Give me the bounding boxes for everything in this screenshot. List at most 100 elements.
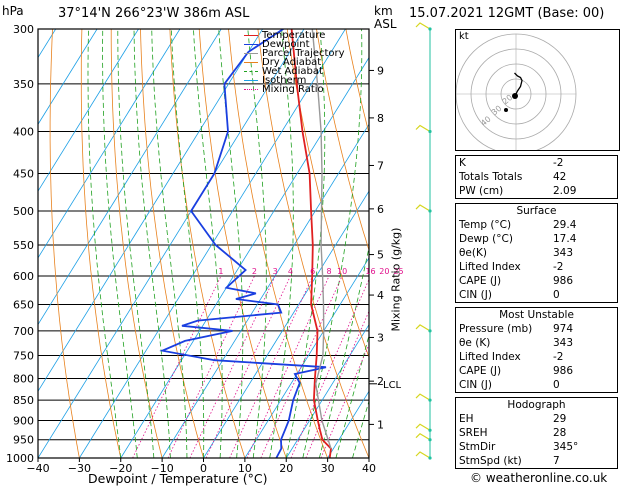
wind-barb-dot	[428, 428, 432, 432]
x-tick-label: −10	[151, 462, 174, 475]
legend-swatch	[244, 53, 258, 54]
index-row: θe(K) 343	[456, 246, 617, 260]
x-tick-label: −30	[68, 462, 91, 475]
index-value: 974	[553, 323, 574, 335]
index-label: Totals Totals	[459, 171, 523, 183]
index-row: StmSpd (kt) 7	[456, 454, 617, 468]
dry-adiabat-line	[257, 29, 369, 458]
wind-barb-dot	[428, 398, 432, 402]
x-tick-label: 20	[279, 462, 293, 475]
index-row: StmDir 345°	[456, 440, 617, 454]
index-row: Dewp (°C) 17.4	[456, 232, 617, 246]
wind-barb	[415, 423, 431, 431]
pressure-tick-label: 650	[13, 299, 34, 312]
index-value: 17.4	[553, 233, 577, 245]
legend-swatch	[244, 71, 258, 72]
km-tick-label: 7	[377, 159, 384, 172]
legend-item: Wet Adiabat	[244, 67, 345, 77]
pressure-tick-label: 800	[13, 372, 34, 385]
index-row: Lifted Index -2	[456, 350, 617, 364]
pressure-tick-label: 500	[13, 205, 34, 218]
dry-adiabat-line	[49, 29, 80, 458]
wind-barb	[415, 432, 431, 441]
index-value: 42	[553, 171, 567, 183]
pressure-tick-label: 450	[13, 167, 34, 180]
asl-axis-label: ASL	[374, 17, 397, 31]
wind-barb-dot	[428, 129, 432, 134]
isotherm-line	[244, 257, 369, 458]
dry-adiabat-line	[140, 29, 204, 458]
legend-label: Dewpoint	[262, 39, 310, 50]
mixing-ratio-line	[229, 275, 314, 458]
index-row: CIN (J) 0	[456, 378, 617, 392]
hodograph-trace	[514, 72, 523, 95]
series-temperature	[290, 29, 332, 458]
index-row: Lifted Index -2	[456, 260, 617, 274]
most-unstable-title: Most Unstable	[499, 309, 574, 321]
index-label: θe(K)	[459, 247, 487, 259]
pressure-tick-label: 700	[13, 325, 34, 338]
km-axis-label: km	[374, 4, 393, 18]
hodograph-table: EH 29 SREH 28 StmDir 345° StmSpd (kt) 7	[456, 412, 617, 468]
wet-adiabat-line	[170, 29, 205, 458]
mixing-ratio-line	[290, 278, 369, 458]
index-value: 7	[553, 455, 560, 467]
most-unstable-section: Most Unstable Pressure (mb) 974 θe (K) 343 L…	[455, 307, 618, 393]
index-row: SREH 28	[456, 426, 617, 440]
pressure-tick-label: 550	[13, 239, 34, 252]
index-value: 345°	[553, 441, 579, 453]
index-label: StmSpd (kt)	[459, 455, 522, 467]
index-label: Temp (°C)	[459, 219, 512, 231]
mixing-ratio-line	[132, 275, 222, 458]
legend-label: Dry Adiabat	[262, 57, 322, 68]
wet-adiabat-line	[151, 29, 188, 458]
index-value: 986	[553, 365, 574, 377]
pressure-tick-label: 1000	[6, 452, 34, 465]
index-value: 29	[553, 413, 567, 425]
most-unstable-table: Pressure (mb) 974 θe (K) 343 Lifted Index -2 C…	[456, 322, 617, 392]
x-tick-label: 30	[321, 462, 335, 475]
isotherm-line	[38, 29, 181, 259]
pressure-tick-label: 900	[13, 414, 34, 427]
dry-adiabat-line	[110, 29, 163, 458]
mixing-ratio-label: 25	[393, 267, 403, 276]
km-tick-label: 4	[377, 289, 384, 302]
mixing-ratio-label: 20	[379, 267, 389, 276]
x-tick-label: −40	[26, 462, 49, 475]
pressure-tick-label: 600	[13, 270, 34, 283]
mixing-ratio-label: 6	[310, 267, 315, 276]
mixing-ratio-line	[260, 275, 343, 458]
pressure-tick-label: 950	[13, 434, 34, 447]
index-label: Lifted Index	[459, 351, 521, 363]
index-label: StmDir	[459, 441, 496, 453]
pressure-tick-label: 350	[13, 78, 34, 91]
index-row: CIN (J) 0	[456, 288, 617, 302]
wet-adiabat-line	[218, 29, 244, 458]
mixing-ratio-label: 2	[252, 267, 257, 276]
km-tick-label: 3	[377, 331, 384, 344]
mixing-ratio-label: 1	[218, 267, 223, 276]
wet-adiabat-line	[87, 29, 122, 458]
wind-barb-dot	[428, 456, 432, 460]
index-label: CIN (J)	[459, 379, 492, 391]
dry-adiabat-line	[316, 29, 369, 252]
isotherm-line	[38, 29, 305, 458]
legend-item: Temperature	[244, 31, 345, 41]
index-value: -2	[553, 351, 564, 363]
surface-title: Surface	[516, 205, 557, 217]
index-label: K	[459, 157, 466, 169]
index-row: PW (cm) 2.09	[456, 184, 617, 198]
index-row: θe (K) 343	[456, 336, 617, 350]
index-value: -2	[553, 261, 564, 273]
x-tick-label: 0	[200, 462, 207, 475]
index-row: Temp (°C) 29.4	[456, 218, 617, 232]
index-value: 986	[553, 275, 574, 287]
legend-swatch	[244, 44, 258, 45]
isotherm-line	[120, 56, 369, 458]
km-tick-label: 2	[377, 375, 384, 388]
legend-label: Parcel Trajectory	[262, 48, 345, 59]
index-row: CAPE (J) 986	[456, 364, 617, 378]
isotherm-line	[38, 29, 263, 392]
legend-swatch	[244, 89, 258, 90]
mixing-ratio-line	[246, 275, 330, 458]
